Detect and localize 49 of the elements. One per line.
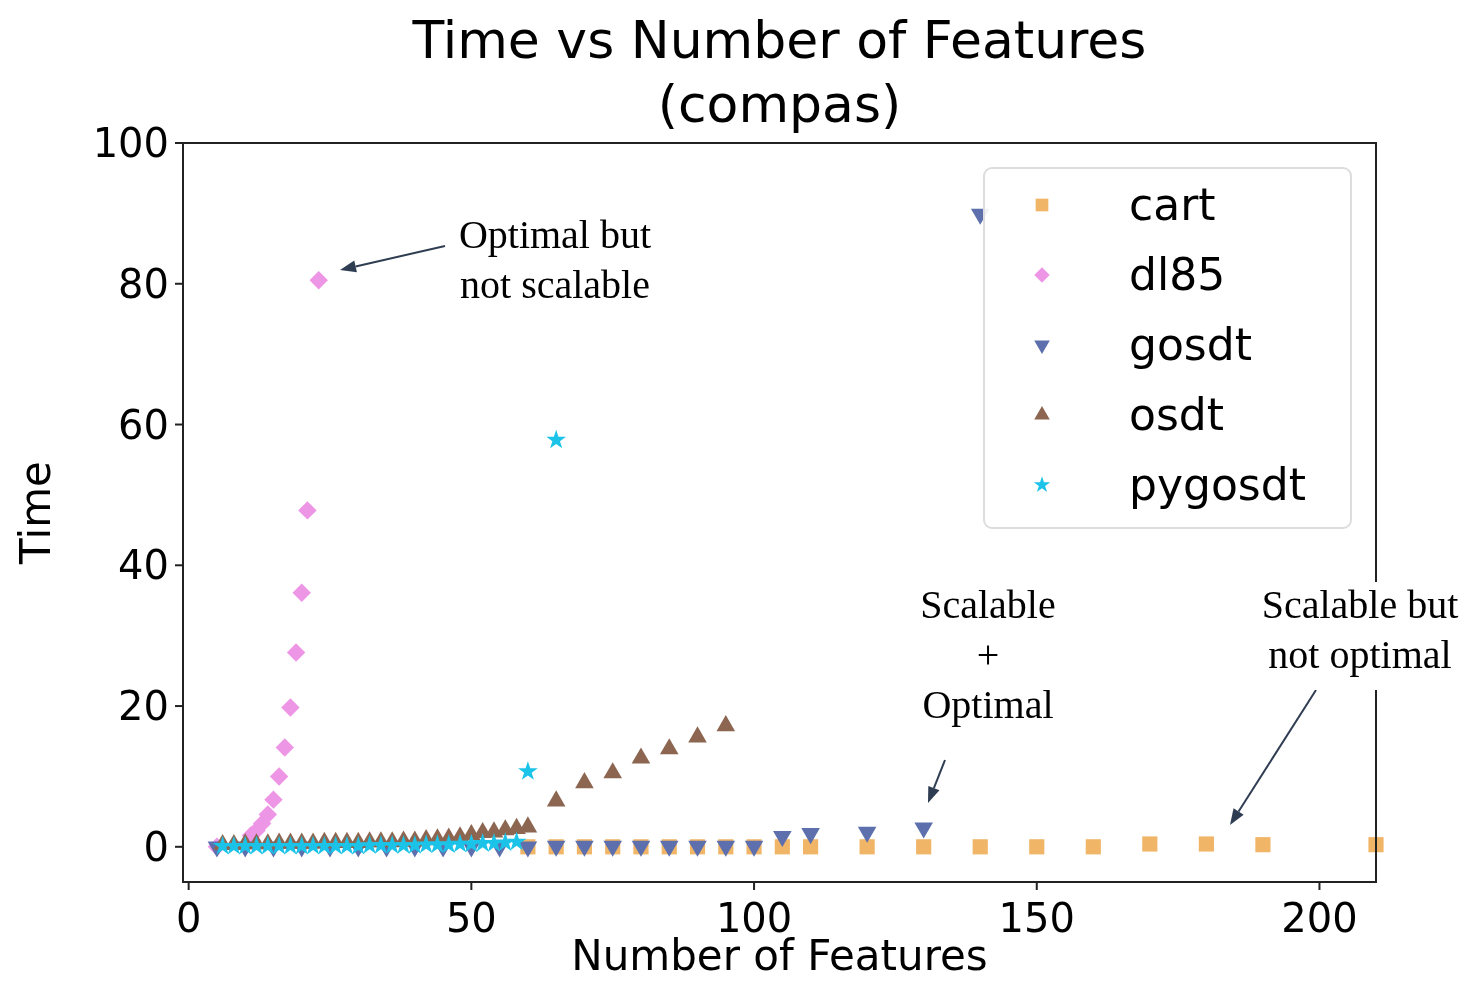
y-tick-label: 100 <box>92 120 169 166</box>
point <box>281 698 300 717</box>
point <box>269 767 289 786</box>
y-tick-label: 40 <box>118 542 169 589</box>
point <box>631 747 651 764</box>
point <box>506 831 527 851</box>
legend-label: osdt <box>1129 389 1225 440</box>
annotation: Optimal but not scalable <box>458 212 652 307</box>
y-tick-label: 0 <box>143 823 169 870</box>
y-tick-label: 80 <box>118 260 169 307</box>
point <box>575 772 594 789</box>
y-tick-label: 20 <box>118 683 169 730</box>
chart-title: Time vs Number of Features (compas) <box>411 10 1147 134</box>
y-tick-label: 60 <box>118 401 169 448</box>
point <box>716 715 736 732</box>
point <box>258 805 278 824</box>
y-axis-title: Time <box>11 461 60 565</box>
point <box>972 839 988 855</box>
x-tick-label: 50 <box>445 895 497 941</box>
point <box>1085 839 1101 855</box>
point <box>1198 836 1214 852</box>
point <box>518 761 538 780</box>
point <box>1255 837 1271 853</box>
point <box>292 583 311 602</box>
point <box>275 738 294 757</box>
point <box>803 839 819 855</box>
annotation: Scalable but not optimal <box>1261 582 1459 677</box>
annotation: Scalable + Optimal <box>920 582 1056 727</box>
point <box>1029 839 1045 855</box>
point <box>603 762 623 779</box>
point <box>286 643 306 662</box>
point <box>546 429 566 449</box>
point <box>1142 836 1158 852</box>
legend-label: dl85 <box>1129 249 1226 300</box>
legend-label: cart <box>1129 179 1216 230</box>
point <box>659 738 679 755</box>
point <box>546 790 566 807</box>
x-tick-label: 150 <box>998 895 1075 941</box>
point <box>298 501 317 520</box>
x-tick-label: 0 <box>175 895 202 941</box>
point <box>916 839 932 855</box>
point <box>309 271 328 290</box>
legend-label: pygosdt <box>1129 459 1306 510</box>
legend-label: gosdt <box>1129 319 1252 370</box>
x-tick-label: 200 <box>1281 895 1358 941</box>
point <box>1368 837 1384 853</box>
point <box>264 790 283 809</box>
point <box>859 839 875 855</box>
point <box>688 726 707 743</box>
